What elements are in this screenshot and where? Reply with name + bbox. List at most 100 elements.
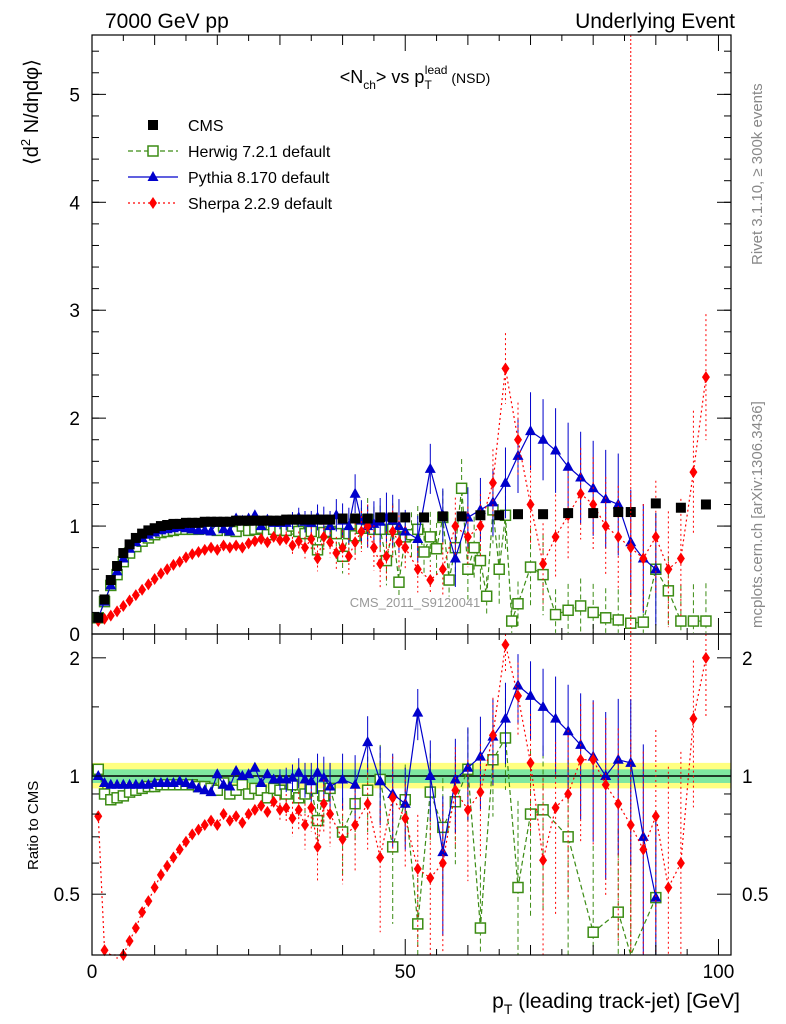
ratio-sherpa-point (701, 651, 710, 664)
ratio-sherpa-point (488, 729, 497, 742)
ratio-sherpa-point (651, 810, 660, 823)
cms-point (243, 515, 254, 526)
ratio-sherpa-point (438, 857, 447, 870)
pythia-point (343, 520, 355, 531)
ratio-sherpa-point (275, 803, 284, 816)
ratio-pythia-point (199, 784, 211, 795)
bottom-ytick-label-right: 0.5 (742, 885, 768, 906)
cms-point (249, 515, 260, 526)
sherpa-point (113, 605, 122, 618)
cms-point (168, 518, 179, 529)
legend-marker (147, 171, 159, 181)
herwig-point (587, 606, 599, 619)
sherpa-point (369, 541, 378, 554)
sherpa-point (689, 466, 698, 479)
ratio-sherpa-point (676, 857, 685, 870)
ratio-pythia-point (193, 782, 204, 793)
ratio-sherpa-point (313, 840, 322, 853)
ratio-sherpa-point (307, 801, 316, 814)
herwig-point (474, 554, 487, 567)
ratio-sherpa-point (351, 819, 360, 832)
ratio-sherpa-point (376, 851, 385, 864)
ratio-sherpa-point (144, 895, 153, 908)
sherpa-point (169, 558, 178, 571)
herwig-point (687, 615, 700, 627)
ratio-pythia-point (600, 770, 612, 781)
ratio-herwig-point (612, 906, 624, 918)
sherpa-point (200, 543, 209, 556)
ratio-sherpa-point (100, 944, 109, 957)
ratio-pythia-point (243, 768, 255, 779)
pythia-point (224, 525, 236, 536)
sherpa-point (288, 539, 297, 552)
pythia-point (424, 462, 436, 473)
sherpa-point (701, 371, 710, 384)
herwig-point (462, 563, 474, 575)
herwig-point (662, 585, 675, 597)
header-left: 7000 GeV pp (105, 10, 229, 33)
ratio-pythia-point (362, 736, 374, 747)
ratio-pythia-point (550, 712, 562, 723)
ratio-sherpa-point (413, 862, 422, 875)
herwig-point (562, 604, 574, 617)
ratio-herwig-point (512, 881, 524, 894)
xlabel: pT (leading track-jet) [GeV] (492, 990, 740, 1017)
ratio-pythia-point (261, 768, 273, 779)
ratio-pythia-point (537, 700, 549, 711)
ratio-pythia-point (424, 770, 436, 781)
rivet-label: Rivet 3.1.10, ≥ 300k events (749, 83, 766, 265)
cms-point (287, 514, 298, 525)
ratio-sherpa-point (288, 812, 297, 825)
ratio-pythia-point (174, 775, 186, 786)
ratio-sherpa-point (238, 816, 247, 829)
bottom-ytick-label: 1 (69, 767, 80, 788)
cms-point (231, 515, 242, 526)
ratio-sherpa-point (501, 638, 510, 651)
ratio-sherpa-point (150, 881, 159, 894)
legend-label: Sherpa 2.2.9 default (188, 196, 333, 213)
legend-marker (149, 197, 157, 209)
ratio-sherpa-point (219, 808, 228, 821)
sherpa-point (539, 557, 548, 570)
ratio-sherpa-point (514, 689, 522, 702)
cms-point (613, 507, 624, 518)
ratio-sherpa-point (301, 819, 309, 832)
sherpa-point (244, 537, 253, 550)
ratio-sherpa-point (225, 814, 234, 827)
xtick-label: 100 (703, 962, 735, 983)
ratio-pythia-point (299, 773, 311, 784)
cms-point (312, 514, 323, 525)
pythia-point (550, 444, 562, 455)
sherpa-point (388, 525, 397, 538)
ratio-pythia-point (525, 689, 537, 700)
herwig-point (512, 598, 524, 610)
pythia-point (324, 520, 336, 531)
ratio-pythia-point (374, 775, 386, 786)
ratio-sherpa-point (388, 791, 397, 804)
cms-point (224, 516, 235, 527)
sherpa-point (338, 541, 347, 554)
sherpa-point (326, 536, 335, 549)
cms-point (274, 515, 285, 526)
sherpa-point (138, 583, 147, 596)
cms-point (199, 516, 210, 527)
cms-point (174, 518, 185, 529)
ratio-herwig-point (311, 814, 324, 827)
sherpa-point (319, 530, 328, 543)
herwig-point (524, 561, 537, 573)
ratio-sherpa-point (363, 797, 372, 810)
ratio-sherpa-point (576, 753, 585, 766)
sherpa-point (156, 567, 165, 580)
cms-point (456, 511, 467, 522)
cms-point (162, 519, 173, 530)
ratio-pythia-point (180, 776, 192, 787)
herwig-point (700, 615, 712, 627)
ratio-pythia-point (305, 775, 317, 786)
ratio-sherpa-point (338, 833, 347, 846)
ratio-sherpa-point (664, 881, 673, 894)
ratio-sherpa-point (188, 828, 197, 841)
pythia-point (650, 563, 662, 574)
ratio-herwig-point (474, 922, 487, 934)
legend-label: CMS (188, 118, 224, 135)
sherpa-point (194, 545, 203, 558)
